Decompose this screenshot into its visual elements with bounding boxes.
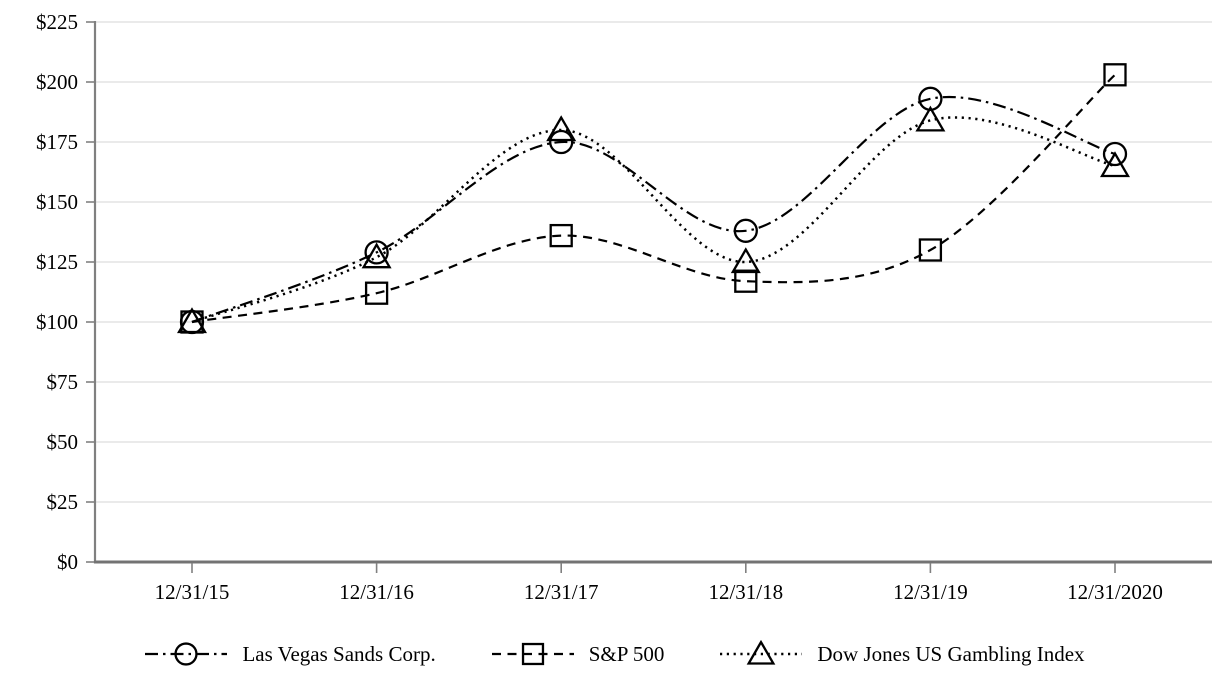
y-axis-label: $75 bbox=[47, 370, 79, 394]
data-point-square bbox=[734, 269, 758, 293]
chart-svg: $0 $25 $50 $75 $100 $125 $150 $175 $200 $225 12/31… bbox=[36, 10, 1212, 604]
y-axis-label: $225 bbox=[36, 10, 78, 34]
x-axis-label: 12/31/17 bbox=[524, 580, 599, 604]
data-point-circle bbox=[1102, 141, 1128, 167]
legend-item-2: S&P 500 bbox=[490, 638, 665, 670]
data-point-square bbox=[918, 238, 943, 262]
legend-label: Dow Jones US Gambling Index bbox=[817, 641, 1085, 666]
data-point-triangle bbox=[1100, 151, 1130, 178]
legend-item-1: Las Vegas Sands Corp. bbox=[143, 638, 436, 670]
data-point-circle bbox=[364, 240, 389, 265]
data-point-square bbox=[364, 281, 389, 305]
data-point-square bbox=[521, 642, 544, 666]
y-axis-label: $25 bbox=[47, 490, 79, 514]
series-line-las-vegas-sands-corp bbox=[191, 96, 1116, 324]
y-axis-label: $175 bbox=[36, 130, 78, 154]
data-point-triangle bbox=[747, 639, 776, 665]
y-axis-label: $50 bbox=[47, 430, 79, 454]
y-axis-label: $100 bbox=[36, 310, 78, 334]
legend-sample-triangle-icon bbox=[720, 639, 803, 665]
y-axis-label: $0 bbox=[57, 550, 78, 574]
data-point-triangle bbox=[177, 307, 207, 334]
data-point-square bbox=[549, 223, 573, 248]
chart-legend: Las Vegas Sands Corp. S&P 500 Dow Jones US… bbox=[0, 638, 1228, 670]
data-point-triangle bbox=[915, 105, 946, 132]
x-axis-label: 12/31/19 bbox=[893, 580, 968, 604]
data-point-circle bbox=[174, 642, 199, 666]
y-axis-label: $150 bbox=[36, 190, 78, 214]
y-axis-label: $200 bbox=[36, 70, 78, 94]
performance-chart: $0 $25 $50 $75 $100 $125 $150 $175 $200 $225 12/31… bbox=[0, 10, 1228, 670]
legend-label: Las Vegas Sands Corp. bbox=[242, 641, 436, 666]
data-point-triangle bbox=[361, 242, 392, 269]
series-line-dow-jones-us-gambling-index bbox=[191, 116, 1116, 324]
data-point-triangle bbox=[730, 247, 761, 274]
data-point-triangle bbox=[546, 115, 577, 142]
legend-sample-circle-icon bbox=[145, 642, 228, 666]
x-axis-label: 12/31/15 bbox=[155, 580, 230, 604]
x-axis-label: 12/31/2020 bbox=[1067, 580, 1163, 604]
legend-sample-square-icon bbox=[491, 642, 574, 666]
legend-label: S&P 500 bbox=[588, 641, 665, 666]
x-axis-label: 12/31/16 bbox=[339, 580, 414, 604]
y-axis-label: $125 bbox=[36, 250, 78, 274]
legend-item-3: Dow Jones US Gambling Index bbox=[718, 638, 1085, 670]
series-line-s-p-500 bbox=[191, 74, 1116, 324]
x-axis-label: 12/31/18 bbox=[708, 580, 783, 604]
data-point-square bbox=[1103, 63, 1127, 87]
data-point-circle bbox=[733, 218, 758, 243]
